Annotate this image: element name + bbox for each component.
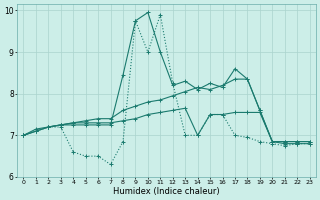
X-axis label: Humidex (Indice chaleur): Humidex (Indice chaleur) [113,187,220,196]
